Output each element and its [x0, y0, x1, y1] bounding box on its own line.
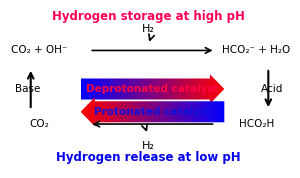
Text: H₂: H₂ — [142, 24, 154, 34]
Text: Protonated catalyst: Protonated catalyst — [94, 107, 211, 117]
Text: H₂: H₂ — [142, 141, 154, 151]
Text: Hydrogen release at low pH: Hydrogen release at low pH — [56, 151, 240, 164]
Text: HCO₂⁻ + H₂O: HCO₂⁻ + H₂O — [223, 45, 291, 56]
Text: Hydrogen storage at high pH: Hydrogen storage at high pH — [52, 10, 244, 23]
Text: Deprotonated catalyst: Deprotonated catalyst — [86, 84, 219, 94]
Text: Base: Base — [15, 84, 40, 94]
Text: CO₂ + OH⁻: CO₂ + OH⁻ — [11, 45, 68, 56]
Text: CO₂: CO₂ — [30, 119, 50, 129]
Text: Acid: Acid — [261, 84, 283, 94]
Text: HCO₂H: HCO₂H — [239, 119, 274, 129]
